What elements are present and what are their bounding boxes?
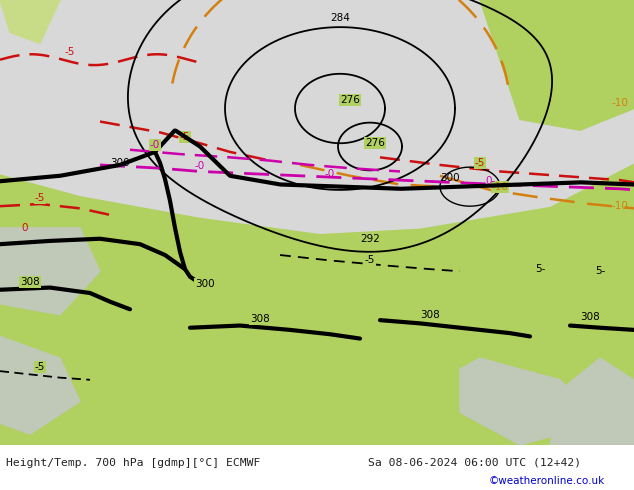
Text: 308: 308 (420, 310, 440, 319)
Text: 300: 300 (110, 158, 130, 168)
Polygon shape (0, 228, 100, 315)
Text: 308: 308 (250, 314, 270, 324)
Polygon shape (480, 0, 634, 130)
Text: -5: -5 (365, 255, 375, 266)
Text: -10: -10 (612, 98, 628, 108)
Text: 308: 308 (20, 277, 40, 287)
Text: 0-: 0- (485, 176, 495, 186)
Text: -10: -10 (612, 201, 628, 211)
Text: 284: 284 (330, 13, 350, 24)
Polygon shape (0, 0, 634, 233)
Text: Sa 08-06-2024 06:00 UTC (12+42): Sa 08-06-2024 06:00 UTC (12+42) (368, 458, 581, 467)
Text: 300: 300 (440, 173, 460, 183)
Text: -5: -5 (35, 193, 45, 202)
Text: -5: -5 (180, 132, 190, 142)
Text: -0: -0 (325, 169, 335, 179)
Polygon shape (460, 358, 600, 445)
Text: -10: -10 (491, 182, 508, 192)
Text: 276: 276 (340, 95, 360, 105)
Text: 5-: 5- (535, 264, 545, 274)
Text: -5: -5 (475, 158, 485, 168)
Polygon shape (550, 358, 634, 445)
Text: -0: -0 (195, 161, 205, 171)
Polygon shape (0, 0, 60, 44)
Text: 300: 300 (195, 279, 215, 289)
Polygon shape (0, 337, 80, 434)
Text: 292: 292 (360, 234, 380, 244)
Text: 0: 0 (22, 223, 29, 233)
Text: 5-: 5- (595, 266, 605, 276)
Text: -5: -5 (35, 362, 45, 372)
Text: Height/Temp. 700 hPa [gdmp][°C] ECMWF: Height/Temp. 700 hPa [gdmp][°C] ECMWF (6, 458, 261, 467)
Text: 276: 276 (365, 138, 385, 148)
Text: -0: -0 (150, 141, 160, 150)
Text: ©weatheronline.co.uk: ©weatheronline.co.uk (488, 476, 604, 487)
Text: -5: -5 (65, 47, 75, 57)
Text: 308: 308 (580, 312, 600, 322)
